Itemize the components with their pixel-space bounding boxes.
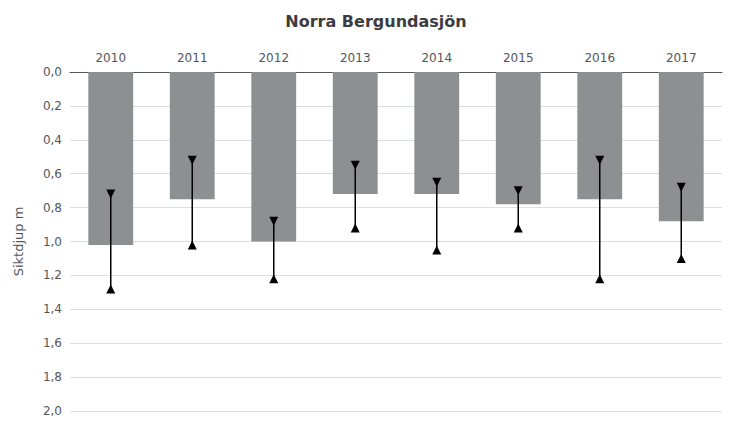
svg-text:2,0: 2,0 (43, 404, 62, 418)
svg-text:0,6: 0,6 (43, 167, 62, 181)
svg-text:2013: 2013 (340, 51, 371, 65)
svg-text:2014: 2014 (421, 51, 452, 65)
svg-text:0,2: 0,2 (43, 99, 62, 113)
svg-text:1,0: 1,0 (43, 235, 62, 249)
svg-text:2010: 2010 (95, 51, 126, 65)
svg-text:Norra Bergundasjön: Norra Bergundasjön (285, 12, 466, 31)
svg-text:2016: 2016 (584, 51, 615, 65)
svg-text:1,6: 1,6 (43, 336, 62, 350)
svg-text:0,4: 0,4 (43, 133, 62, 147)
svg-text:2017: 2017 (666, 51, 697, 65)
svg-text:2012: 2012 (258, 51, 289, 65)
svg-text:2011: 2011 (177, 51, 208, 65)
svg-text:1,8: 1,8 (43, 370, 62, 384)
svg-text:0,0: 0,0 (43, 65, 62, 79)
svg-text:1,4: 1,4 (43, 302, 62, 316)
svg-text:1,2: 1,2 (43, 268, 62, 282)
svg-text:Siktdjup m: Siktdjup m (11, 207, 26, 277)
svg-text:2015: 2015 (503, 51, 534, 65)
svg-text:0,8: 0,8 (43, 201, 62, 215)
